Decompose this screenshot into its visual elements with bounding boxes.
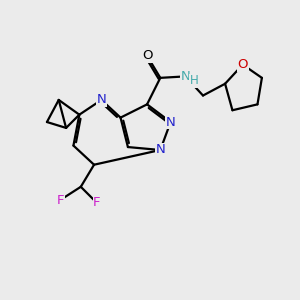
Text: F: F: [93, 196, 101, 209]
Text: N: N: [166, 116, 176, 128]
Text: H: H: [190, 74, 199, 87]
Text: O: O: [142, 49, 152, 62]
Text: O: O: [238, 58, 248, 71]
Text: N: N: [181, 70, 190, 83]
Text: N: N: [155, 143, 165, 157]
Text: F: F: [56, 194, 64, 207]
Text: N: N: [97, 93, 106, 106]
